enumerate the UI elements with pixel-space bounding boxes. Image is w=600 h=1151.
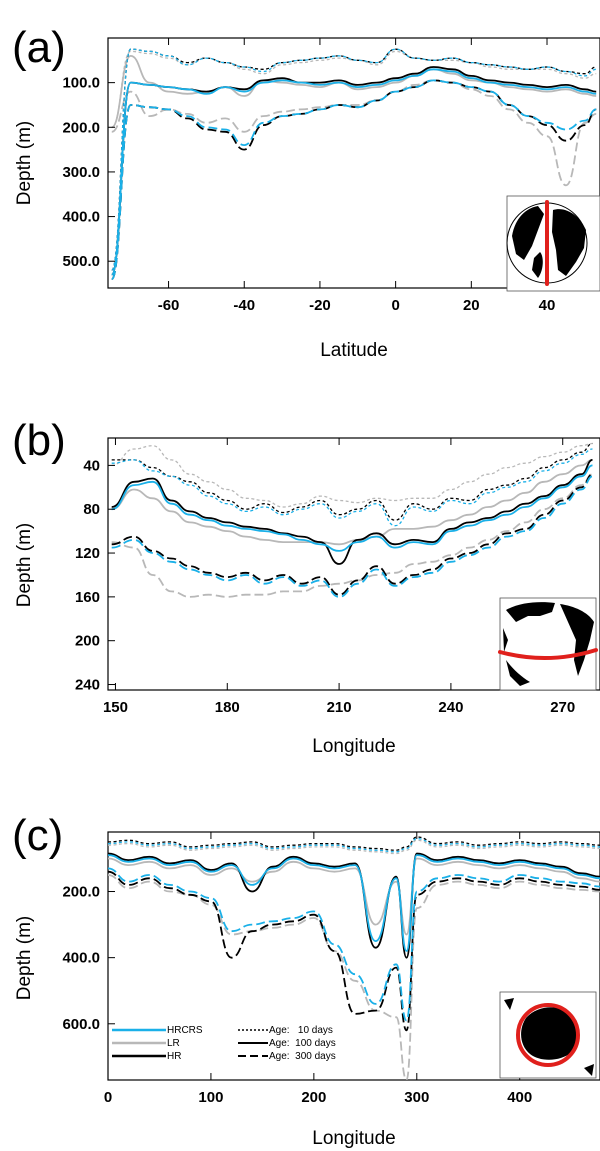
- panel-b: (b) 150 180 210 240 270 40 80 120 160 200 240 Long…: [12, 416, 600, 757]
- x-tick-label: -60: [158, 297, 180, 314]
- y-tick-label: 200.0: [62, 884, 100, 901]
- x-tick-label: 240: [438, 699, 463, 716]
- series-hrcrs-300-days: [108, 867, 600, 1022]
- y-tick-label: 300.0: [62, 164, 100, 181]
- panel-b-label: (b): [12, 416, 66, 465]
- series-lr-300-days: [111, 473, 593, 598]
- panel-c: (c) 0 100 200 300 400 200.0 400.0 600.0 Longitu…: [12, 811, 600, 1149]
- y-tick-label: 600.0: [62, 1016, 100, 1033]
- panel-b-inset-section-line: [498, 648, 598, 660]
- series-hr-10-days: [111, 48, 597, 271]
- y-tick-label: 80: [83, 501, 100, 518]
- series-hr-10-days: [111, 442, 593, 521]
- y-tick-label: 240: [75, 677, 100, 694]
- series-hr-300-days: [111, 473, 593, 596]
- panel-a: (a) -60 -40 -20 0 20 40 100.0 200.0 300.0 400.0 50…: [12, 23, 600, 361]
- series-hr-100-days: [108, 852, 600, 959]
- panel-b-ticks: 150 180 210 240 270 40 80 120 160 200 240: [75, 438, 575, 716]
- series-hr-10-days: [108, 836, 600, 851]
- panel-c-ylabel: Depth (m): [14, 916, 35, 1000]
- x-tick-label: 40: [539, 297, 556, 314]
- legend-label-age-100: Age: 100 days: [269, 1038, 336, 1049]
- series-lr-100-days: [110, 54, 597, 129]
- panel-a-label: (a): [12, 23, 66, 72]
- y-tick-label: 200: [75, 633, 100, 650]
- series-lr-100-days: [108, 857, 600, 936]
- panel-a-ylabel: Depth (m): [14, 121, 35, 205]
- series-hrcrs-10-days: [111, 48, 597, 271]
- x-tick-label: 270: [550, 699, 575, 716]
- y-tick-label: 500.0: [62, 253, 100, 270]
- panel-b-ylabel: Depth (m): [14, 523, 35, 607]
- x-tick-label: 0: [104, 1089, 112, 1106]
- x-tick-label: 180: [215, 699, 240, 716]
- y-tick-label: 400.0: [62, 950, 100, 967]
- series-lr-10-days: [108, 839, 600, 855]
- series-hrcrs-100-days: [110, 68, 597, 276]
- panel-b-frame: [107, 437, 600, 691]
- y-tick-label: 120: [75, 545, 100, 562]
- x-tick-label: 300: [404, 1089, 429, 1106]
- x-tick-label: -20: [309, 297, 331, 314]
- legend-label-age-300: Age: 300 days: [269, 1051, 336, 1062]
- panel-a-series: [110, 48, 597, 280]
- series-hrcrs-10-days: [108, 837, 600, 853]
- series-lr-300-days: [111, 79, 597, 187]
- panel-a-xlabel: Latitude: [320, 340, 388, 361]
- x-tick-label: 150: [103, 699, 128, 716]
- y-tick-label: 40: [83, 457, 100, 474]
- series-hrcrs-100-days: [111, 464, 593, 552]
- panel-a-ticks: -60 -40 -20 0 20 40 100.0 200.0 300.0 400.0 500.0: [62, 38, 555, 314]
- x-tick-label: 200: [301, 1089, 326, 1106]
- legend-label-age-10: Age: 10 days: [269, 1025, 333, 1036]
- panel-b-series: [111, 442, 593, 598]
- legend-label-lr: LR: [167, 1038, 180, 1049]
- x-tick-label: 400: [507, 1089, 532, 1106]
- x-tick-label: -40: [233, 297, 255, 314]
- x-tick-label: 210: [327, 699, 352, 716]
- panel-a-frame: [107, 37, 600, 289]
- series-hrcrs-300-days: [111, 475, 593, 598]
- series-hr-300-days: [110, 79, 597, 280]
- panel-c-label: (c): [12, 811, 63, 860]
- panel-c-ticks: 0 100 200 300 400 200.0 400.0 600.0: [62, 832, 532, 1106]
- panel-c-inset-section-line: [516, 1003, 580, 1067]
- legend: HRCRS LR HR Age: 10 days Age: 100 days A…: [112, 1025, 336, 1062]
- legend-label-hr: HR: [167, 1051, 181, 1062]
- y-tick-label: 100.0: [62, 75, 100, 92]
- panel-a-inset-map: [506, 195, 600, 292]
- panel-b-inset-map: [498, 597, 598, 691]
- panel-c-frame: [107, 831, 600, 1081]
- x-tick-label: 100: [198, 1089, 223, 1106]
- y-tick-label: 160: [75, 589, 100, 606]
- x-tick-label: 20: [463, 297, 480, 314]
- series-hrcrs-100-days: [108, 854, 600, 952]
- y-tick-label: 200.0: [62, 119, 100, 136]
- x-tick-label: 0: [391, 297, 399, 314]
- series-lr-10-days: [111, 442, 593, 508]
- panel-c-xlabel: Longitude: [312, 1128, 395, 1149]
- panel-c-series: [108, 836, 600, 1080]
- series-hrcrs-10-days: [111, 448, 593, 527]
- y-tick-label: 400.0: [62, 209, 100, 226]
- legend-label-hrcrs: HRCRS: [167, 1025, 203, 1036]
- panel-c-inset-map: [499, 991, 597, 1079]
- panel-b-xlabel: Longitude: [312, 736, 395, 757]
- series-hr-300-days: [108, 870, 600, 1032]
- series-hr-100-days: [111, 459, 593, 565]
